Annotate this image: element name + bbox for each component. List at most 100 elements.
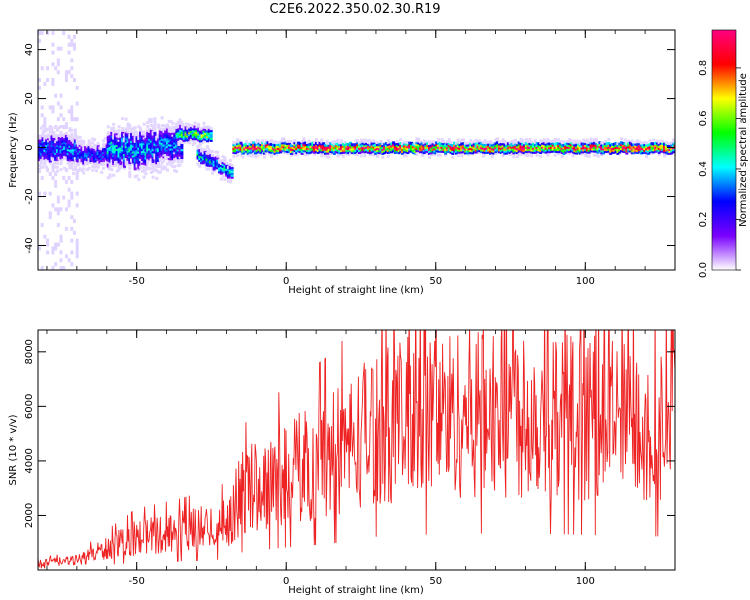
heatmap-cell	[55, 153, 59, 157]
heatmap-cell	[218, 168, 222, 172]
heatmap-cell	[248, 146, 252, 150]
heatmap-cell	[167, 127, 171, 131]
heatmap-cell	[390, 150, 394, 154]
heatmap-cell	[108, 173, 112, 177]
heatmap-cell	[368, 149, 372, 153]
heatmap-cell	[177, 125, 181, 129]
heatmap-cell	[133, 161, 137, 165]
heatmap-cell	[476, 141, 480, 145]
heatmap-cell	[521, 146, 525, 150]
heatmap-cell	[609, 151, 613, 155]
heatmap-cell	[611, 150, 615, 154]
heatmap-cell	[128, 125, 132, 129]
heatmap-cell	[106, 139, 110, 143]
heatmap-cell	[413, 149, 417, 153]
heatmap-cell	[663, 148, 667, 152]
heatmap-cell	[408, 149, 412, 153]
heatmap-cell	[243, 147, 247, 151]
heatmap-cell	[149, 118, 153, 122]
heatmap-cell	[316, 150, 320, 154]
heatmap-cell	[100, 153, 104, 157]
heatmap-cell	[241, 155, 245, 159]
heatmap-cell	[204, 139, 208, 143]
heatmap-cell	[54, 155, 58, 159]
heatmap-cell	[535, 142, 539, 146]
heatmap-cell	[223, 156, 227, 160]
heatmap-cell	[50, 153, 54, 157]
heatmap-cell	[250, 148, 254, 152]
heatmap-cell	[356, 139, 360, 143]
heatmap-cell	[117, 129, 121, 133]
heatmap-cell	[171, 147, 175, 151]
heatmap-cell	[338, 153, 342, 157]
heatmap-cell	[146, 121, 150, 125]
heatmap-cell	[503, 151, 507, 155]
heatmap-cell	[422, 141, 426, 145]
heatmap-cell	[66, 159, 70, 163]
heatmap-cell	[433, 151, 437, 155]
heatmap-cell	[228, 170, 232, 174]
heatmap-cell	[200, 131, 204, 135]
heatmap-cell	[600, 141, 604, 145]
heatmap-cell	[72, 142, 76, 146]
heatmap-cell	[188, 141, 192, 145]
heatmap-cell	[160, 130, 164, 134]
heatmap-cell	[361, 141, 365, 145]
heatmap-cell	[487, 150, 491, 154]
heatmap-cell	[139, 132, 143, 136]
heatmap-cell	[106, 164, 110, 168]
heatmap-cell	[46, 141, 50, 145]
heatmap-cell	[198, 141, 202, 145]
heatmap-cell	[363, 148, 367, 152]
heatmap-cell	[133, 143, 137, 147]
heatmap-cell	[585, 142, 589, 146]
heatmap-cell	[228, 166, 232, 170]
heatmap-cell	[338, 151, 342, 155]
heatmap-cell	[374, 145, 378, 149]
heatmap-cell	[614, 147, 618, 151]
heatmap-cell	[119, 140, 123, 144]
heatmap-cell	[252, 147, 256, 151]
heatmap-cell	[178, 151, 182, 155]
heatmap-cell	[510, 151, 514, 155]
heatmap-cell	[110, 148, 114, 152]
heatmap-cell	[365, 149, 369, 153]
heatmap-cell	[447, 143, 451, 147]
heatmap-cell	[135, 156, 139, 160]
heatmap-cell	[415, 143, 419, 147]
heatmap-cell	[499, 145, 503, 149]
heatmap-cell	[117, 154, 121, 158]
heatmap-cell	[225, 163, 229, 167]
heatmap-cell	[46, 168, 50, 173]
heatmap-cell	[146, 144, 150, 148]
heatmap-cell	[347, 151, 351, 155]
heatmap-cell	[165, 135, 169, 139]
heatmap-cell	[519, 137, 523, 141]
heatmap-cell	[313, 140, 317, 144]
heatmap-cell	[232, 147, 236, 151]
heatmap-cell	[569, 147, 573, 151]
heatmap-cell	[227, 175, 231, 179]
heatmap-cell	[392, 149, 396, 153]
heatmap-cell	[87, 141, 91, 145]
heatmap-cell	[52, 136, 56, 140]
heatmap-cell	[481, 144, 485, 148]
heatmap-cell	[46, 133, 50, 137]
heatmap-cell	[503, 145, 507, 149]
heatmap-cell	[169, 155, 173, 159]
heatmap-cell	[137, 138, 141, 142]
heatmap-cell	[573, 141, 577, 145]
heatmap-cell	[80, 159, 84, 163]
heatmap-cell	[61, 135, 65, 139]
heatmap-cell	[356, 153, 360, 157]
heatmap-cell	[178, 145, 182, 149]
heatmap-cell	[153, 117, 157, 121]
heatmap-cell	[454, 143, 458, 147]
heatmap-cell	[594, 139, 598, 143]
heatmap-cell	[555, 144, 559, 148]
heatmap-cell	[623, 148, 627, 152]
heatmap-cell	[253, 153, 257, 157]
heatmap-cell	[70, 105, 74, 110]
heatmap-cell	[293, 149, 297, 153]
